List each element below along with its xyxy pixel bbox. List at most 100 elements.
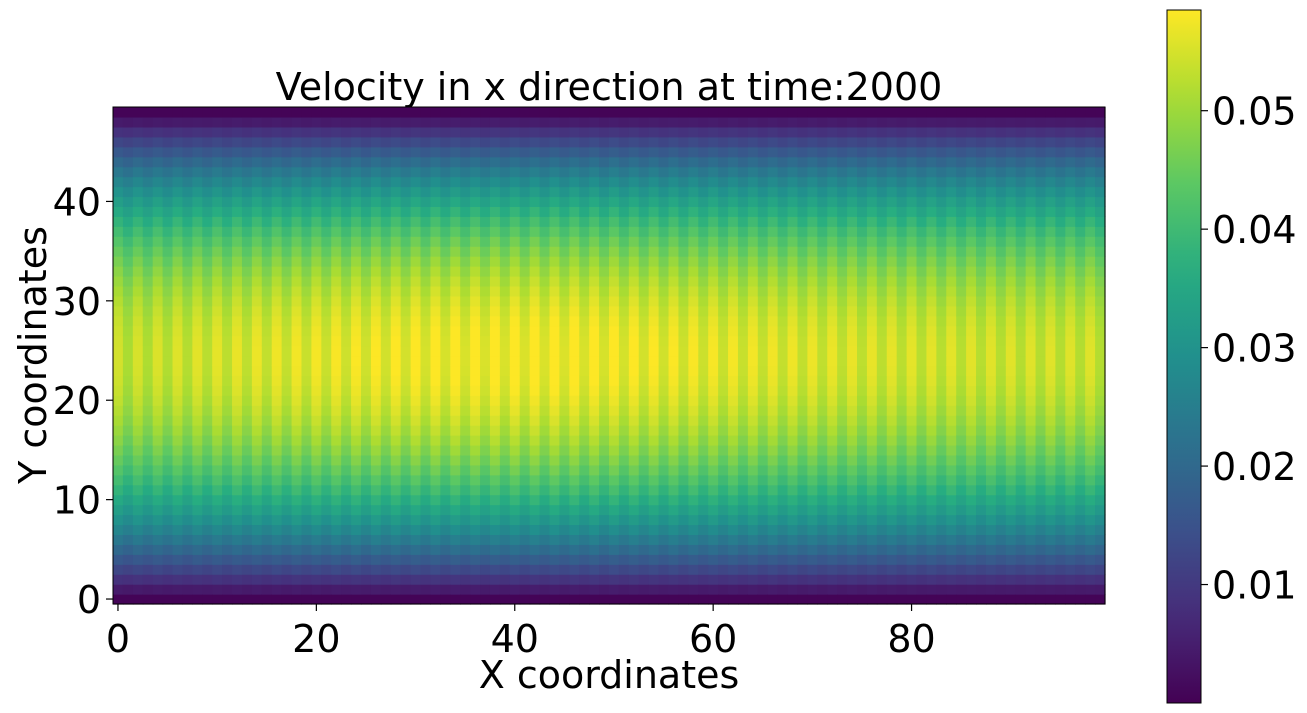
- heatmap-cell: [370, 216, 382, 227]
- heatmap-cell: [1095, 315, 1106, 327]
- heatmap-cell: [995, 425, 1007, 436]
- heatmap-cell: [470, 236, 481, 247]
- heatmap-cell: [866, 594, 878, 605]
- heatmap-cell: [390, 126, 402, 138]
- heatmap-cell: [529, 266, 541, 277]
- heatmap-cell: [976, 484, 987, 496]
- heatmap-cell: [658, 176, 670, 188]
- heatmap-cell: [182, 285, 193, 297]
- heatmap-cell: [192, 464, 203, 476]
- heatmap-cell: [985, 564, 997, 575]
- heatmap-cell: [410, 454, 422, 466]
- heatmap-cell: [549, 206, 560, 217]
- heatmap-cell: [261, 126, 273, 138]
- heatmap-cell: [847, 216, 858, 227]
- heatmap-cell: [847, 504, 858, 516]
- heatmap-cell: [301, 464, 312, 476]
- heatmap-cell: [956, 305, 967, 317]
- heatmap-cell: [489, 574, 501, 585]
- heatmap-cell: [529, 524, 541, 536]
- heatmap-cell: [440, 425, 451, 436]
- heatmap-cell: [499, 256, 511, 267]
- heatmap-cell: [777, 484, 789, 496]
- heatmap-cell: [648, 454, 660, 466]
- heatmap-cell: [579, 107, 590, 118]
- heatmap-cell: [767, 206, 779, 217]
- heatmap-cell: [321, 534, 332, 545]
- heatmap-cell: [906, 285, 918, 297]
- heatmap-cell: [956, 196, 967, 207]
- heatmap-cell: [202, 126, 213, 138]
- heatmap-cell: [331, 266, 342, 277]
- heatmap-cell: [132, 494, 144, 506]
- heatmap-cell: [370, 196, 382, 207]
- heatmap-cell: [876, 246, 888, 257]
- heatmap-cell: [212, 544, 223, 555]
- heatmap-cell: [747, 425, 759, 436]
- heatmap-cell: [291, 335, 303, 347]
- heatmap-cell: [956, 385, 967, 396]
- heatmap-cell: [1065, 444, 1076, 456]
- heatmap-cell: [390, 156, 402, 168]
- heatmap-cell: [827, 444, 838, 456]
- heatmap-cell: [866, 355, 878, 367]
- heatmap-cell: [122, 395, 134, 406]
- heatmap-cell: [361, 524, 372, 536]
- heatmap-cell: [906, 405, 918, 416]
- heatmap-cell: [489, 395, 501, 406]
- heatmap-cell: [370, 474, 382, 486]
- heatmap-cell: [708, 107, 719, 118]
- heatmap-cell: [420, 196, 432, 207]
- heatmap-cell: [311, 464, 322, 476]
- heatmap-cell: [271, 594, 283, 605]
- heatmap-cell: [559, 206, 570, 217]
- heatmap-cell: [618, 464, 630, 476]
- heatmap-cell: [212, 146, 223, 158]
- heatmap-cell: [113, 216, 124, 227]
- heatmap-cell: [529, 534, 541, 545]
- heatmap-cell: [529, 176, 541, 188]
- heatmap-cell: [638, 345, 650, 357]
- heatmap-cell: [440, 136, 451, 148]
- heatmap-cell: [430, 524, 441, 536]
- heatmap-cell: [837, 435, 848, 446]
- heatmap-cell: [946, 464, 957, 476]
- heatmap-cell: [827, 146, 838, 158]
- heatmap-cell: [251, 425, 263, 436]
- heatmap-cell: [162, 405, 174, 416]
- heatmap-cell: [519, 226, 531, 237]
- heatmap-cell: [896, 554, 908, 565]
- heatmap-cell: [688, 186, 699, 198]
- heatmap-cell: [767, 365, 779, 376]
- heatmap-cell: [926, 216, 937, 227]
- heatmap-cell: [122, 375, 134, 386]
- heatmap-cell: [499, 504, 511, 516]
- heatmap-cell: [737, 266, 749, 277]
- heatmap-cell: [519, 236, 531, 247]
- heatmap-cell: [876, 365, 888, 376]
- heatmap-cell: [162, 564, 174, 575]
- heatmap-cell: [370, 275, 382, 287]
- heatmap-cell: [936, 116, 947, 128]
- heatmap-cell: [281, 425, 293, 436]
- heatmap-cell: [1085, 474, 1096, 486]
- heatmap-cell: [767, 494, 779, 506]
- heatmap-cell: [807, 375, 818, 386]
- heatmap-cell: [658, 285, 670, 297]
- heatmap-cell: [966, 385, 977, 396]
- heatmap-cell: [1065, 116, 1076, 128]
- heatmap-cell: [539, 216, 551, 227]
- heatmap-cell: [529, 166, 541, 178]
- heatmap-cell: [509, 236, 521, 247]
- heatmap-cell: [1035, 444, 1047, 456]
- heatmap-cell: [162, 315, 174, 327]
- heatmap-cell: [797, 246, 808, 257]
- heatmap-cell: [241, 196, 253, 207]
- heatmap-cell: [569, 186, 580, 198]
- heatmap-cell: [162, 275, 174, 287]
- heatmap-cell: [172, 435, 184, 446]
- heatmap-cell: [152, 365, 164, 376]
- heatmap-cell: [1005, 266, 1017, 277]
- heatmap-cell: [797, 156, 808, 168]
- heatmap-cell: [797, 285, 808, 297]
